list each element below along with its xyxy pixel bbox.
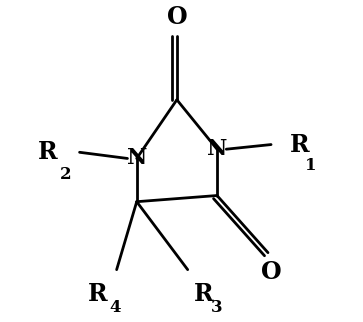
Text: 2: 2 <box>60 166 71 183</box>
Text: O: O <box>261 260 281 284</box>
Text: O: O <box>167 5 187 29</box>
Text: 4: 4 <box>109 299 121 316</box>
Text: R: R <box>194 282 213 306</box>
Text: R: R <box>38 140 58 164</box>
Text: R: R <box>88 282 107 306</box>
Text: N: N <box>207 138 227 160</box>
Text: N: N <box>127 147 147 169</box>
Text: R: R <box>290 133 309 156</box>
Text: 3: 3 <box>211 299 223 316</box>
Text: 1: 1 <box>305 157 317 174</box>
